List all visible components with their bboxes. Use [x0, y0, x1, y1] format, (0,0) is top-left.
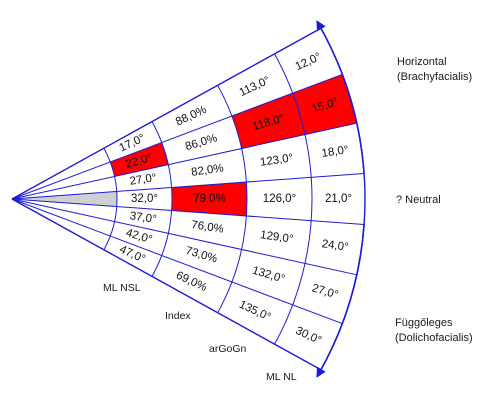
cell-value: 18,0°	[321, 144, 349, 160]
radial-line	[11, 198, 357, 276]
axis-label-index: Index	[165, 310, 191, 322]
cell-value: 86,0%	[184, 132, 219, 153]
ring-arc	[217, 85, 248, 313]
cell-value: 126,0°	[263, 193, 296, 205]
arrow-down	[316, 224, 365, 378]
cell-value: 123,0°	[259, 152, 294, 169]
fan-grid-lines	[11, 27, 366, 371]
fan-cells	[12, 74, 357, 216]
cell-value: 47,0°	[118, 243, 148, 265]
cell-value: 129,0°	[259, 229, 294, 246]
axis-label-ml-nl: ML NL	[266, 371, 297, 383]
cell-value: 113,0°	[238, 75, 273, 100]
radial-line	[11, 173, 365, 200]
cell-value: 82,0%	[190, 162, 224, 179]
radial-line	[11, 198, 365, 225]
radial-line	[11, 27, 322, 200]
ring-arc	[103, 147, 118, 251]
axis-label-ml-nsl: ML NSL	[103, 282, 141, 294]
cell-value: 24,0°	[321, 238, 349, 254]
highlighted-cell	[110, 142, 169, 177]
cell-value: 30,0°	[294, 325, 324, 347]
cell-value: 79,0%	[193, 193, 226, 205]
cell-value: 73,0%	[184, 245, 219, 266]
fan-arrows	[316, 20, 365, 378]
horizontal-label: Horizontal (Brachyfacialis)	[397, 55, 472, 85]
cell-value: 12,0°	[294, 51, 324, 73]
cell-value: 27,0°	[310, 282, 339, 301]
cell-value: 88,0%	[174, 104, 209, 129]
ring-arc	[274, 53, 313, 345]
radial-line	[11, 73, 343, 200]
horizontal-label-title: Horizontal	[397, 56, 447, 68]
cell-value: 69,0%	[174, 270, 209, 295]
cell-value: 37,0°	[129, 210, 157, 226]
cell-value: 32,0°	[131, 193, 158, 205]
axis-label-argogn: arGoGn	[209, 343, 247, 355]
cell-value: 135,0°	[237, 299, 272, 324]
neutral-wedge	[12, 191, 117, 207]
vertical-label: Függőleges (Dolichofacialis)	[395, 316, 473, 346]
ring-arc	[151, 121, 173, 277]
cell-value: 21,0°	[325, 193, 352, 205]
radial-line	[11, 122, 357, 200]
vertical-label-subtitle: (Dolichofacialis)	[395, 332, 473, 344]
arrow-up	[316, 20, 365, 174]
highlighted-cell	[292, 74, 357, 135]
radial-line	[11, 198, 343, 325]
cell-value: 27,0°	[129, 172, 157, 188]
radial-line	[11, 198, 322, 371]
highlighted-cell	[171, 182, 247, 216]
cell-value: 132,0°	[251, 265, 286, 286]
cell-value: 76,0%	[190, 219, 224, 236]
neutral-label: ? Neutral	[396, 194, 441, 206]
vertical-label-title: Függőleges	[395, 317, 453, 329]
horizontal-label-subtitle: (Brachyfacialis)	[397, 71, 473, 83]
highlighted-cell	[231, 93, 306, 149]
